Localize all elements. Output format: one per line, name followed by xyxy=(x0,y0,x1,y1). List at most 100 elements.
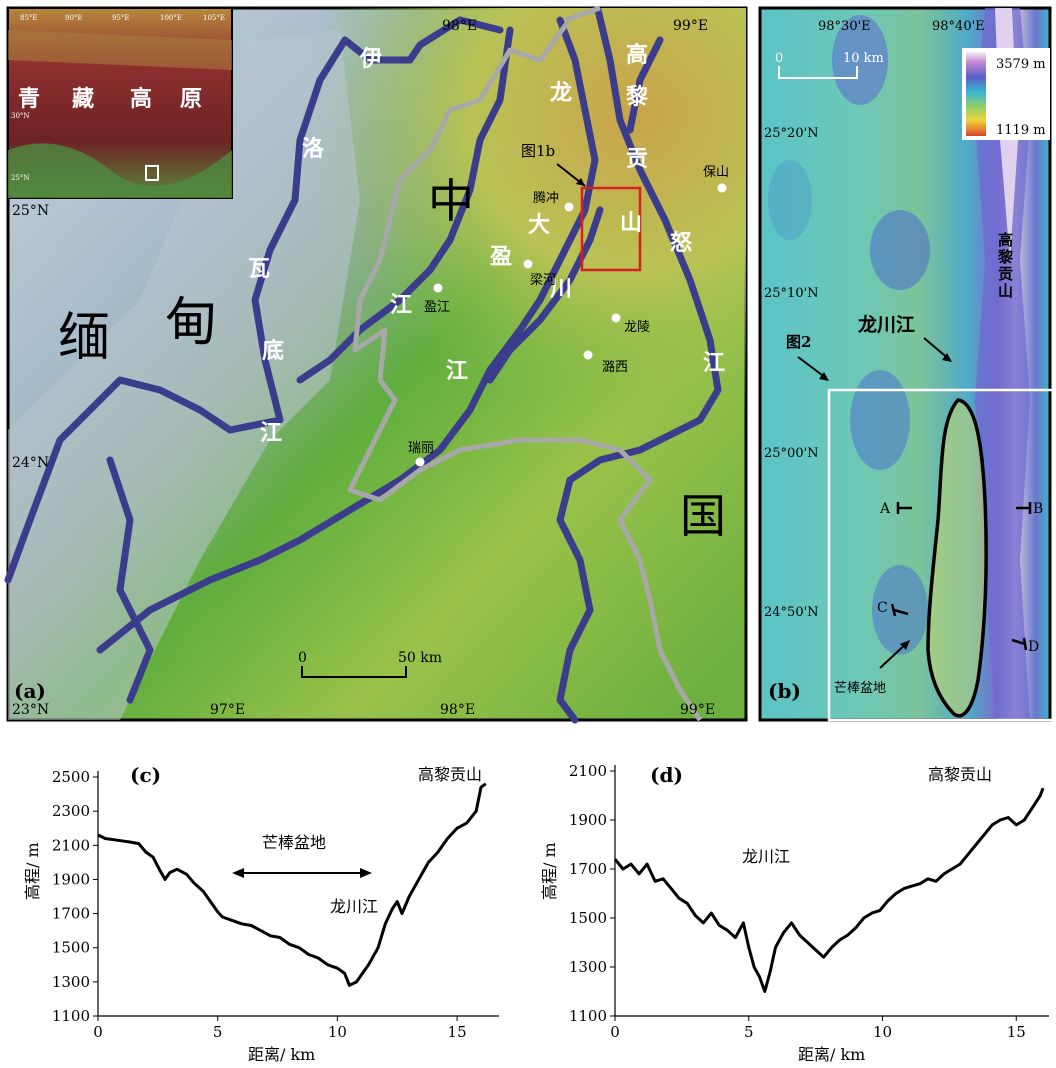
longchuan-char-2: 川 xyxy=(549,276,572,302)
lat-b-3: 25°00'N xyxy=(764,446,819,461)
chart-d-ytick-label: 1100 xyxy=(569,1007,607,1025)
chart-d-ytick-label: 2100 xyxy=(569,762,607,780)
daying-river xyxy=(296,26,514,384)
nu-river xyxy=(556,6,722,724)
figure-ref-1b: 图1b xyxy=(521,142,555,160)
gaoligong-label-b: 高黎贡山 xyxy=(996,231,1014,300)
inset-box-1b xyxy=(580,186,642,272)
myanmar-char-1: 缅 xyxy=(58,308,110,368)
chart-d-ytick-label: 1500 xyxy=(569,909,607,927)
lon-bottom-98: 98°E xyxy=(440,702,475,718)
inset-lat-30: 30°N xyxy=(11,112,30,120)
panel-label-c: (c) xyxy=(130,763,161,787)
panel-label-d: (d) xyxy=(650,763,683,787)
irrawaddy-char-3: 瓦 xyxy=(248,256,270,282)
chart-d-ytick-label: 1700 xyxy=(569,860,607,878)
town-dot-ruili xyxy=(415,457,425,467)
daying-char-1: 大 xyxy=(528,212,550,238)
chart-c-ytick-label: 2100 xyxy=(52,836,90,854)
panel-c-chart: 1100 1300 1500 1700 1900 2100 2300 2500 0 5 10 15 (… xyxy=(23,763,499,1064)
town-luxi: 潞西 xyxy=(602,360,628,375)
scale-label-b: 10 km xyxy=(843,51,884,66)
chart-c-ytick-label: 2500 xyxy=(52,768,90,786)
town-dot-luxi xyxy=(583,350,593,360)
inset-lon-100: 100°E xyxy=(160,14,182,22)
chart-c-ytick-label: 1500 xyxy=(52,939,90,957)
legend-min: 1119 m xyxy=(996,123,1046,138)
town-yingjiang: 盈江 xyxy=(424,300,450,315)
longchuan-label: 龙川江 xyxy=(858,313,915,336)
lon-top-99: 99°E xyxy=(673,18,708,34)
chart-c-xlabel: 距离/ km xyxy=(248,1045,315,1064)
plateau-char-4: 原 xyxy=(180,86,202,112)
national-border xyxy=(347,5,703,722)
scale-zero-b: 0 xyxy=(775,51,783,66)
legend-max: 3579 m xyxy=(996,57,1046,72)
chart-d-elevation-profile-line xyxy=(613,787,1045,993)
panel-b-map: A B C D 芒棒盆地 龙川江 图2 高黎贡山 98°30'E 98°40'E… xyxy=(758,6,1056,722)
nu-char-2: 江 xyxy=(703,350,725,376)
scale-bar-a xyxy=(301,666,407,678)
lon-bottom-99: 99°E xyxy=(680,702,715,718)
chart-c-xtick-label: 10 xyxy=(328,1023,347,1041)
longchuan-char-3: 江 xyxy=(446,358,468,384)
chart-c-xtick-label: 0 xyxy=(93,1023,103,1041)
profile-label-b: B xyxy=(1033,501,1043,517)
profile-tick-a xyxy=(896,502,912,514)
profile-label-c: C xyxy=(877,600,888,616)
lat-24: 24°N xyxy=(12,455,49,471)
gaoligong-char-1: 高 xyxy=(626,42,648,68)
inset-tibet-map: 青 藏 高 原 85°E 90°E 95°E 100°E 105°E 30°N … xyxy=(7,7,233,199)
chart-c-ytick-label: 1700 xyxy=(52,905,90,923)
inset-lon-95: 95°E xyxy=(112,14,130,22)
town-longling: 龙陵 xyxy=(624,320,650,335)
gaoligong-char-3: 贡 xyxy=(626,146,648,172)
chart-c-ytick-label: 1100 xyxy=(52,1007,90,1025)
lat-b-4: 24°50'N xyxy=(764,605,819,620)
myanmar-char-2: 甸 xyxy=(165,293,217,353)
longchuan-river xyxy=(96,16,599,654)
basin-label: 芒棒盆地 xyxy=(834,680,886,696)
figure2-label: 图2 xyxy=(786,333,811,351)
town-dot-tengchong xyxy=(564,202,574,212)
gaoligong-char-2: 黎 xyxy=(626,84,648,110)
town-dot-baoshan xyxy=(717,183,727,193)
chart-d-xtick-label: 0 xyxy=(610,1023,620,1041)
chart-c-annotation-basin: 芒棒盆地 xyxy=(262,833,326,852)
chart-d-xlabel: 距离/ km xyxy=(798,1045,865,1064)
shweli-branch xyxy=(486,206,604,384)
figure2-box xyxy=(827,388,1056,722)
daying-char-2: 盈 xyxy=(489,244,512,270)
chart-d-ytick-label: 1300 xyxy=(569,958,607,976)
irrawaddy-char-5: 江 xyxy=(260,420,282,446)
chart-c-ytick-label: 2300 xyxy=(52,802,90,820)
profile-label-d: D xyxy=(1028,639,1039,655)
inset-lon-90: 90°E xyxy=(65,14,83,22)
chart-c-annotation-mountain: 高黎贡山 xyxy=(418,765,482,784)
chart-c-xtick-label: 15 xyxy=(448,1023,467,1041)
inset-lon-85: 85°E xyxy=(20,14,38,22)
gaoligong-char-4: 山 xyxy=(620,210,642,236)
irrawaddy-char-4: 底 xyxy=(262,338,284,364)
chart-d-annotation-river: 龙川江 xyxy=(742,847,790,866)
chart-d-xtick-label: 5 xyxy=(744,1023,754,1041)
lon-b-1: 98°30'E xyxy=(818,19,871,34)
irrawaddy-char-2: 洛 xyxy=(302,136,325,162)
town-dot-yingjiang xyxy=(433,283,443,293)
lat-b-2: 25°10'N xyxy=(764,286,819,301)
nu-char-1: 怒 xyxy=(670,230,692,256)
plateau-char-3: 高 xyxy=(130,86,152,112)
chart-d-annotation-mountain: 高黎贡山 xyxy=(928,765,992,784)
plateau-char-1: 青 xyxy=(18,86,40,112)
town-lianghe: 梁河 xyxy=(530,273,556,288)
inset-location-box xyxy=(145,165,159,181)
scale-bar-b xyxy=(778,66,858,79)
lat-b-1: 25°20'N xyxy=(764,126,819,141)
mangbang-basin-outline xyxy=(926,398,988,718)
chart-d-ytick-label: 1900 xyxy=(569,811,607,829)
chart-c-annotation-river: 龙川江 xyxy=(330,897,378,916)
panel-a-map: 图1b 缅 甸 中 国 伊 洛 瓦 底 江 怒 江 龙 川 江 大 盈 江 高 … xyxy=(4,5,748,724)
scale-zero-a: 0 xyxy=(298,650,307,666)
town-baoshan: 保山 xyxy=(703,165,729,180)
